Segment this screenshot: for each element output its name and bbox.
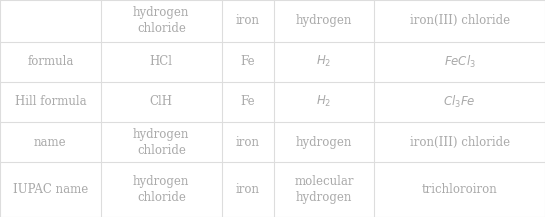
Text: iron(III) chloride: iron(III) chloride bbox=[410, 136, 510, 148]
Text: trichloroiron: trichloroiron bbox=[422, 183, 498, 196]
Text: hydrogen
chloride: hydrogen chloride bbox=[133, 6, 190, 35]
Text: IUPAC name: IUPAC name bbox=[13, 183, 88, 196]
Text: $Cl_3Fe$: $Cl_3Fe$ bbox=[444, 94, 476, 110]
Text: iron: iron bbox=[235, 136, 260, 148]
Text: hydrogen: hydrogen bbox=[296, 14, 352, 27]
Text: $H_2$: $H_2$ bbox=[316, 94, 332, 109]
Text: ClH: ClH bbox=[150, 95, 173, 108]
Text: HCl: HCl bbox=[150, 55, 173, 68]
Text: name: name bbox=[34, 136, 66, 148]
Text: formula: formula bbox=[27, 55, 74, 68]
Text: $H_2$: $H_2$ bbox=[316, 54, 332, 69]
Text: iron(III) chloride: iron(III) chloride bbox=[410, 14, 510, 27]
Text: Hill formula: Hill formula bbox=[15, 95, 86, 108]
Text: iron: iron bbox=[235, 14, 260, 27]
Text: molecular
hydrogen: molecular hydrogen bbox=[294, 175, 354, 204]
Text: Fe: Fe bbox=[240, 95, 255, 108]
Text: iron: iron bbox=[235, 183, 260, 196]
Text: Fe: Fe bbox=[240, 55, 255, 68]
Text: $FeCl_3$: $FeCl_3$ bbox=[444, 54, 476, 70]
Text: hydrogen: hydrogen bbox=[296, 136, 352, 148]
Text: hydrogen
chloride: hydrogen chloride bbox=[133, 175, 190, 204]
Text: hydrogen
chloride: hydrogen chloride bbox=[133, 128, 190, 156]
